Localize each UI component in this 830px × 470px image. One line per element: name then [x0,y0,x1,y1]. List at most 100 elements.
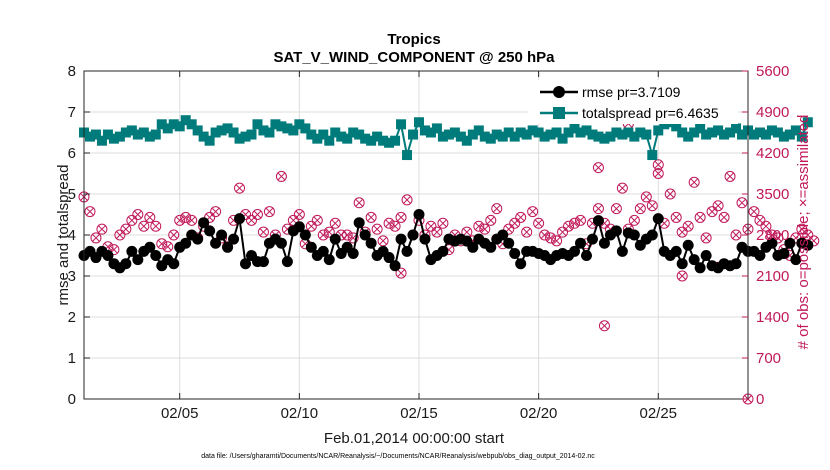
totalspread-point [737,129,748,140]
rmse-point [168,258,180,270]
obs-count-point [365,211,377,223]
obs-possible-marker [114,229,126,241]
obs-possible-marker [539,229,551,241]
totalspread-point [437,131,448,142]
totalspread-point [210,127,221,138]
totalspread-point [258,125,269,136]
totalspread-point [318,129,329,140]
obs-count-point [120,223,132,235]
totalspread-point [312,133,323,144]
obs-possible-marker [138,220,150,232]
totalspread-point [521,129,532,140]
obs-possible-marker [251,209,263,220]
obs-count-point [515,211,527,223]
totalspread-point [563,127,574,138]
obs-assimilated-marker [618,184,627,193]
obs-assimilated-marker [379,236,388,245]
totalspread-point [126,125,137,136]
rmse-point [305,241,317,253]
obs-assimilated-marker [133,210,142,219]
rmse-point [210,237,222,249]
obs-possible-marker [108,244,120,256]
totalspread-point [641,129,652,140]
obs-count-point [575,214,587,226]
obs-assimilated-marker [630,216,639,225]
obs-count-point [694,211,706,223]
totalspread-point [396,119,407,130]
obs-count-point [736,197,748,209]
obs-assimilated-marker [397,269,405,278]
obs-count-point [718,211,730,223]
obs-count-point [760,220,772,232]
obs-possible-marker [317,229,329,241]
totalspread-point [246,129,257,140]
obs-assimilated-marker [432,228,441,237]
obs-possible-marker [694,211,706,223]
obs-assimilated-marker [92,233,100,242]
rmse-point [347,247,359,259]
totalspread-point [647,150,658,161]
obs-assimilated-marker [139,222,148,231]
obs-assimilated-marker [564,222,573,231]
obs-assimilated-marker [211,207,220,216]
rmse-point [688,254,700,266]
obs-count-point [311,214,323,226]
obs-possible-marker [186,214,198,226]
rmse-point [281,256,293,268]
obs-count-point [96,223,108,235]
rmse-point [628,229,640,241]
obs-possible-marker [503,223,515,235]
obs-count-point [377,235,389,247]
totalspread-point [114,131,125,142]
rmse-point [580,250,592,261]
obs-count-point [90,232,102,244]
rmse-point [610,225,622,237]
rmse-point [120,258,132,270]
obs-possible-marker [126,214,138,226]
obs-possible-marker [168,229,180,241]
rmse-point [616,245,628,257]
rmse-point [317,245,329,257]
obs-assimilated-marker [265,207,274,216]
obs-assimilated-marker [385,219,394,228]
y-right-tick-label: 700 [756,350,781,367]
totalspread-point [234,133,245,144]
obs-possible-marker [395,267,407,279]
rmse-point [485,241,497,253]
totalspread-point [264,127,275,138]
obs-count-point [527,206,539,218]
totalspread-point [623,127,634,138]
obs-possible-marker [557,226,569,238]
obs-assimilated-marker [492,204,501,213]
obs-possible-marker [640,191,652,203]
obs-assimilated-marker [319,231,328,239]
totalspread-point [222,123,233,134]
totalspread-point [497,131,508,142]
obs-assimilated-marker [612,204,621,213]
obs-assimilated-marker [570,219,579,228]
rmse-point [652,213,664,225]
totalspread-point [575,127,586,138]
obs-count-point [401,194,413,206]
rmse-point [299,229,311,241]
obs-possible-marker [287,214,299,226]
obs-assimilated-marker [714,201,723,210]
rmse-point [150,250,162,261]
obs-possible-marker [646,200,658,212]
legend: rmse pr=3.7109 totalspread pr=6.4635 [528,80,738,124]
totalspread-point [503,127,514,138]
obs-assimilated-marker [235,184,244,193]
rmse-point [275,237,287,249]
obs-assimilated-marker [702,233,711,242]
rmse-point [784,237,796,249]
obs-possible-marker [533,217,545,229]
x-axis-label: Feb.01,2014 00:00:00 start [324,430,505,447]
totalspread-series [79,115,813,161]
obs-assimilated-marker [552,236,561,245]
obs-count-point [563,220,575,232]
obs-assimilated-marker [97,225,106,234]
obs-possible-marker [90,232,102,244]
y-right-tick-label: 2100 [756,268,789,285]
x-tick-label: 02/10 [281,405,319,422]
obs-count-point [431,226,443,238]
